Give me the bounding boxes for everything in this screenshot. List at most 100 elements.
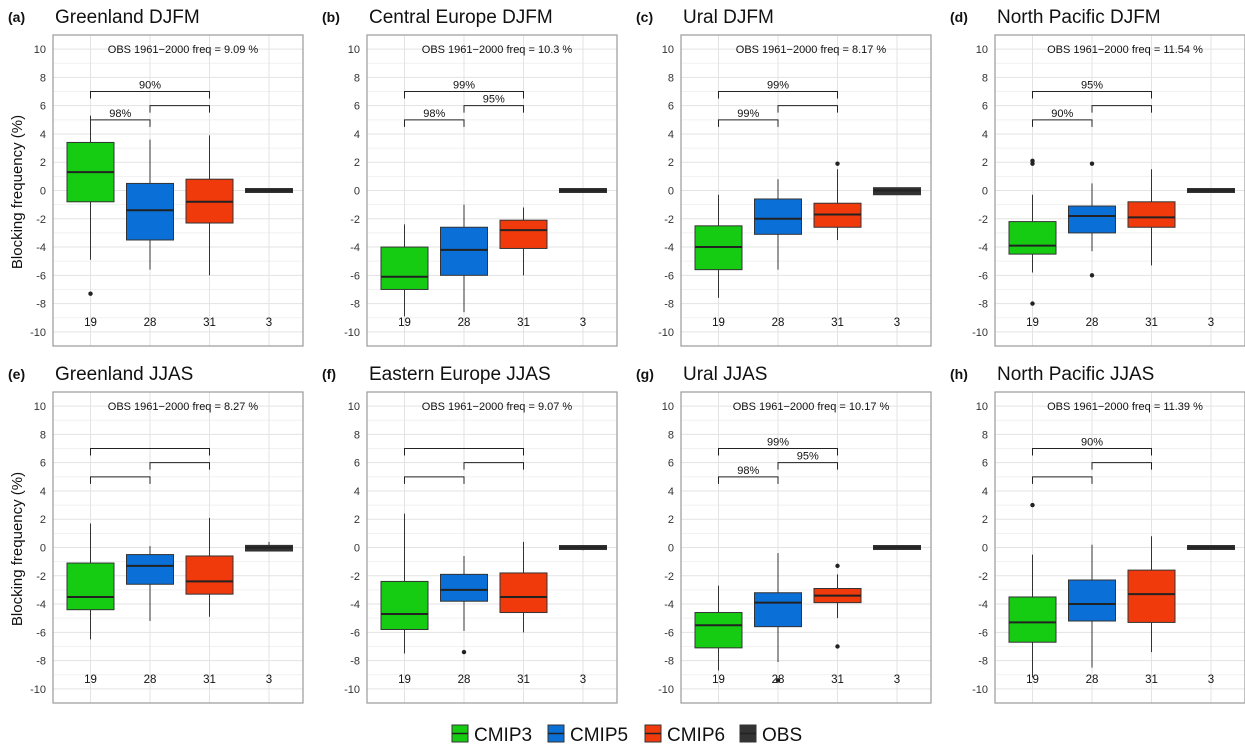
panel-tag: (b) <box>322 9 340 25</box>
count-label: 3 <box>894 674 900 686</box>
significance-label: 95% <box>797 451 819 463</box>
y-tick-label: -10 <box>658 327 674 339</box>
y-tick-label: -4 <box>36 242 46 254</box>
panel-tag: (a) <box>8 9 25 25</box>
box-cmip5 <box>440 204 488 313</box>
obs-annotation: OBS 1961−2000 freq = 10.17 % <box>733 401 890 413</box>
panel-f: (f) Eastern Europe JJAS -10 -8 -6 -4 -2 0 2 4 6 8 10… <box>322 364 618 704</box>
y-tick-label: 2 <box>668 514 674 526</box>
panel-border <box>52 391 304 704</box>
panel-border <box>52 34 304 347</box>
box-body <box>754 198 802 235</box>
significance-label: 98% <box>423 108 445 120</box>
significance-bracket <box>1032 448 1152 456</box>
outlier-point <box>775 678 781 683</box>
significance-bracket <box>1091 462 1152 470</box>
panel-title: North Pacific DJFM <box>997 7 1161 28</box>
count-label: 31 <box>831 674 844 686</box>
significance-label: 90% <box>1051 108 1073 120</box>
y-tick-label: 0 <box>354 543 360 555</box>
box-body <box>440 573 488 602</box>
panel-d: (d) North Pacific DJFM -10 -8 -6 -4 -2 0 2 4 6 8 10 O… <box>950 7 1245 347</box>
y-tick-label: -10 <box>658 684 674 696</box>
box-cmip3 <box>694 585 743 671</box>
box-cmip5 <box>440 555 488 655</box>
outlier-point <box>1089 273 1095 278</box>
panel-border <box>994 34 1245 347</box>
panel-a: (a) Greenland DJFM -10 -8 -6 -4 -2 0 2 4 6 8 10 OBS 1… <box>8 7 304 347</box>
panel-tag: (f) <box>322 366 336 382</box>
outlier-point <box>835 161 840 166</box>
panel-title: Ural JJAS <box>683 364 767 385</box>
significance-bracket <box>777 105 838 113</box>
box-body <box>1068 579 1116 622</box>
box-cmip3 <box>1008 158 1057 306</box>
legend-label: CMIP5 <box>570 725 628 746</box>
y-tick-label: 4 <box>354 129 360 141</box>
y-tick-label: -4 <box>978 599 988 611</box>
panel-g: (g) Ural JJAS -10 -8 -6 -4 -2 0 2 4 6 8 10 OBS 1961−2… <box>636 364 932 704</box>
significance-bracket <box>404 119 465 127</box>
count-label: 3 <box>894 317 900 329</box>
outlier-point <box>1030 301 1035 306</box>
y-tick-label: -2 <box>978 571 988 583</box>
legend-item-obs: OBS <box>739 724 802 746</box>
y-tick-label: -10 <box>30 684 46 696</box>
y-tick-label: -8 <box>664 299 674 311</box>
box-obs <box>245 188 293 193</box>
count-label: 31 <box>203 317 216 329</box>
count-label: 3 <box>580 317 586 329</box>
box-body <box>754 592 802 628</box>
count-label: 31 <box>517 317 530 329</box>
box-cmip5 <box>1068 161 1116 278</box>
y-tick-label: 8 <box>40 72 46 84</box>
significance-label: 90% <box>139 80 161 92</box>
significance-bracket <box>90 476 151 484</box>
box-obs <box>559 188 607 193</box>
y-tick-label: 0 <box>982 186 988 198</box>
count-label: 19 <box>398 317 411 329</box>
box-obs <box>559 545 607 551</box>
y-tick-label: -10 <box>972 327 988 339</box>
y-tick-label: 6 <box>982 458 988 470</box>
significance-bracket <box>718 119 779 127</box>
y-tick-label: -2 <box>36 214 46 226</box>
y-tick-label: -8 <box>978 656 988 668</box>
box-cmip6 <box>185 517 234 617</box>
y-tick-label: 2 <box>354 514 360 526</box>
count-label: 19 <box>1026 317 1039 329</box>
legend-label: CMIP6 <box>667 725 725 746</box>
y-tick-label: 8 <box>982 429 988 441</box>
panel-tag: (e) <box>8 366 25 382</box>
y-tick-label: -2 <box>664 571 674 583</box>
y-tick-label: -8 <box>36 656 46 668</box>
obs-annotation: OBS 1961−2000 freq = 11.39 % <box>1047 401 1203 413</box>
legend-item-cmip5: CMIP5 <box>547 724 628 746</box>
count-label: 19 <box>712 317 725 329</box>
y-tick-label: 6 <box>354 458 360 470</box>
y-tick-label: -4 <box>978 242 988 254</box>
count-label: 31 <box>1145 317 1158 329</box>
significance-bracket <box>149 105 210 113</box>
count-label: 28 <box>144 317 157 329</box>
y-tick-label: -8 <box>350 656 360 668</box>
count-label: 28 <box>1086 674 1099 686</box>
panel-title: Greenland JJAS <box>55 364 193 385</box>
significance-label: 95% <box>483 94 505 106</box>
box-cmip5 <box>754 179 802 270</box>
count-label: 3 <box>580 674 586 686</box>
significance-bracket <box>777 462 838 470</box>
box-cmip5 <box>754 553 802 683</box>
box-body <box>1008 221 1057 255</box>
significance-bracket <box>149 462 210 470</box>
count-label: 19 <box>712 674 725 686</box>
box-body <box>126 554 174 585</box>
count-label: 3 <box>266 674 272 686</box>
legend: CMIP3 CMIP5 CMIP6 OBS <box>451 724 802 746</box>
significance-bracket <box>1032 91 1152 99</box>
y-tick-label: 4 <box>40 486 46 498</box>
y-tick-label: -6 <box>350 627 360 639</box>
outlier-point <box>835 563 840 569</box>
box-cmip5 <box>126 139 174 270</box>
